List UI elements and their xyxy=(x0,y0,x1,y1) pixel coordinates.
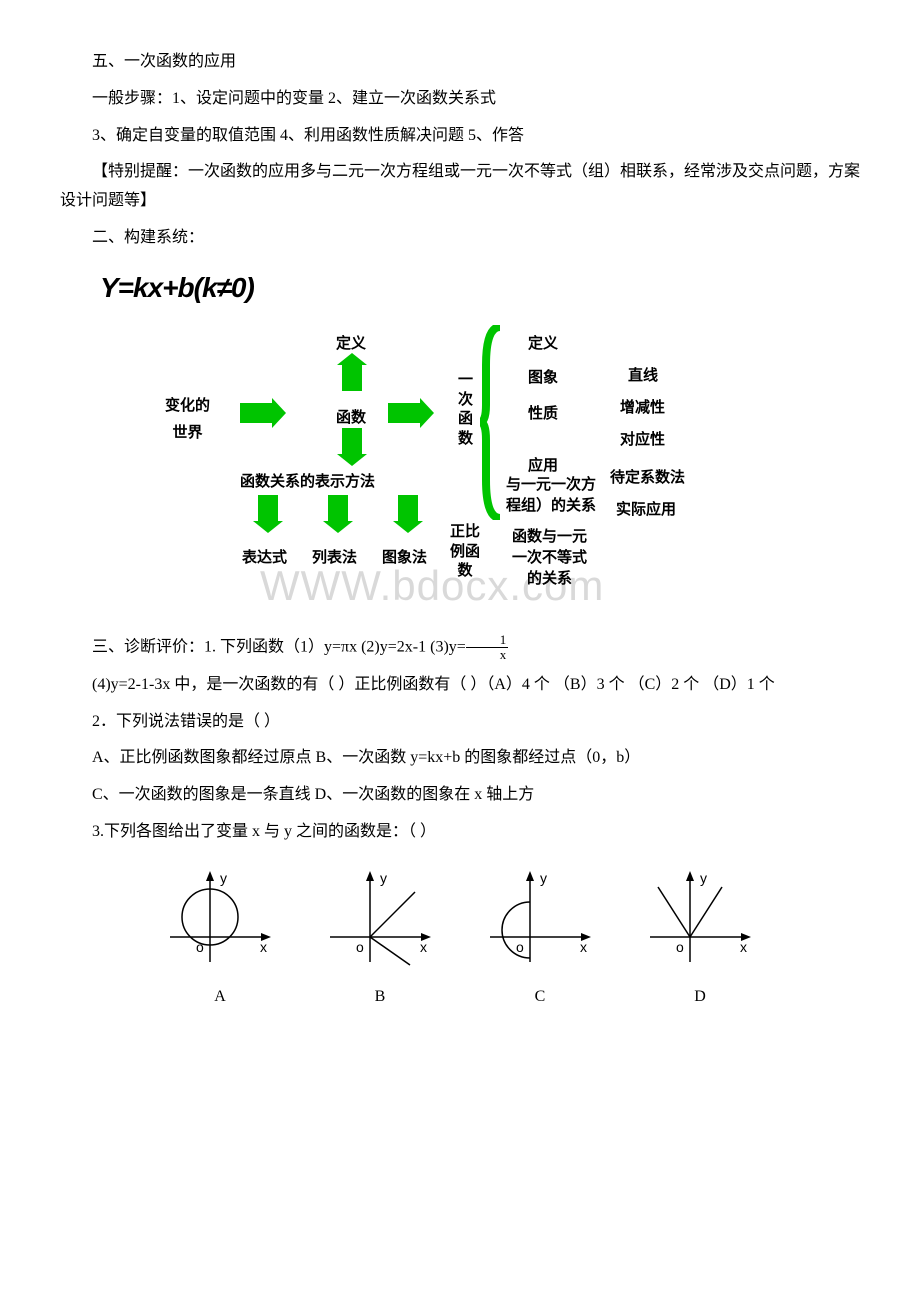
node-rb-mono: 增减性 xyxy=(620,395,665,422)
steps-line-2: 3、确定自变量的取值范围 4、利用函数性质解决问题 5、作答 xyxy=(60,122,860,151)
q1-line2: (4)y=2-1-3x 中，是一次函数的有（ ）正比例函数有（ ）（A）4 个 … xyxy=(60,671,860,700)
node-changing-world: 变化的 世界 xyxy=(165,393,210,447)
node-expr: 表达式 xyxy=(242,545,287,572)
x-label: x xyxy=(740,939,747,955)
x-label: x xyxy=(260,939,267,955)
lf-l4: 数 xyxy=(458,431,473,447)
node-r-eq-rel: 与一元一次方 程组）的关系 xyxy=(506,475,596,517)
q1-line1: 三、诊断评价：1. 下列函数（1）y=πx (2)y=2x-1 (3)y=1x xyxy=(60,633,860,663)
graph-d: y x o D xyxy=(640,867,760,1012)
lf-l3: 函 xyxy=(458,411,473,427)
frac-num: 1 xyxy=(466,633,509,648)
frac-den: x xyxy=(466,648,509,662)
q1-intro: 三、诊断评价：1. 下列函数（1）y=πx (2)y=2x-1 (3)y= xyxy=(92,639,466,656)
lf-l1: 一 xyxy=(458,372,473,388)
iq-l2: 一次不等式 xyxy=(512,550,587,566)
arrow-icon xyxy=(342,428,362,454)
iq-l1: 函数与一元 xyxy=(512,529,587,545)
special-note: 【特别提醒：一次函数的应用多与二元一次方程组或一元一次不等式（组）相联系，经常涉… xyxy=(60,158,860,216)
y-label: y xyxy=(220,870,227,886)
graph-d-svg: y x o xyxy=(640,867,760,977)
arrow-icon xyxy=(258,495,278,521)
node-list: 列表法 xyxy=(312,545,357,572)
formula-heading: Y=kx+b(k≠0) xyxy=(100,263,860,313)
node-graph-method: 图象法 xyxy=(382,545,427,572)
node-rb-corr: 对应性 xyxy=(620,427,665,454)
graph-label-b: B xyxy=(320,983,440,1012)
section-5-title: 五、一次函数的应用 xyxy=(60,48,860,77)
node-rb-real: 实际应用 xyxy=(616,497,676,524)
y-label: y xyxy=(700,870,707,886)
graph-c: y x o C xyxy=(480,867,600,1012)
graph-a: y x o A xyxy=(160,867,280,1012)
lf-l2: 次 xyxy=(458,392,473,408)
graph-c-svg: y x o xyxy=(480,867,600,977)
eq-l2: 程组）的关系 xyxy=(506,498,596,514)
pf-l3: 数 xyxy=(458,563,473,579)
q2-option-cd: C、一次函数的图象是一条直线 D、一次函数的图象在 x 轴上方 xyxy=(60,781,860,810)
y-label: y xyxy=(540,870,547,886)
brace-icon xyxy=(480,325,506,520)
o-label: o xyxy=(516,939,524,955)
section-2-title: 二、构建系统： xyxy=(60,224,860,253)
graph-label-c: C xyxy=(480,983,600,1012)
graph-label-d: D xyxy=(640,983,760,1012)
arrow-icon xyxy=(388,403,420,423)
y-label: y xyxy=(380,870,387,886)
changing-world-l2: 世界 xyxy=(173,425,203,441)
graph-label-a: A xyxy=(160,983,280,1012)
x-label: x xyxy=(580,939,587,955)
x-label: x xyxy=(420,939,427,955)
concept-diagram: WWW.bdocx.com 变化的 世界 定义 函数 函数关系的表示方法 表达式… xyxy=(150,323,770,613)
node-func-rep: 函数关系的表示方法 xyxy=(240,469,375,496)
pf-l1: 正比 xyxy=(450,524,480,540)
arrow-icon xyxy=(240,403,272,423)
graphs-row: y x o A y x o B y x o xyxy=(60,867,860,1012)
arrow-icon xyxy=(342,365,362,391)
node-rb-undet: 待定系数法 xyxy=(610,465,685,492)
fraction-1-over-x: 1x xyxy=(466,633,509,663)
q2-stem: 2．下列说法错误的是（ ） xyxy=(60,708,860,737)
node-r-ineq: 函数与一元 一次不等式 的关系 xyxy=(512,527,587,590)
pf-l2: 例函 xyxy=(450,544,480,560)
graph-a-svg: y x o xyxy=(160,867,280,977)
graph-b: y x o B xyxy=(320,867,440,1012)
node-r-property: 性质 xyxy=(528,401,558,428)
node-r-graph: 图象 xyxy=(528,365,558,392)
node-r-definition: 定义 xyxy=(528,331,558,358)
graph-b-svg: y x o xyxy=(320,867,440,977)
node-rb-line: 直线 xyxy=(628,363,658,390)
arrow-icon xyxy=(328,495,348,521)
arrow-icon xyxy=(398,495,418,521)
steps-line-1: 一般步骤：1、设定问题中的变量 2、建立一次函数关系式 xyxy=(60,85,860,114)
o-label: o xyxy=(356,939,364,955)
q2-option-ab: A、正比例函数图象都经过原点 B、一次函数 y=kx+b 的图象都经过点（0，b… xyxy=(60,744,860,773)
changing-world-l1: 变化的 xyxy=(165,398,210,414)
o-label: o xyxy=(196,939,204,955)
q3-stem: 3.下列各图给出了变量 x 与 y 之间的函数是：（ ） xyxy=(60,818,860,847)
o-label: o xyxy=(676,939,684,955)
node-linear-func: 一 次 函 数 xyxy=(458,371,473,449)
node-prop-func: 正比 例函 数 xyxy=(450,523,480,582)
iq-l3: 的关系 xyxy=(527,571,572,587)
eq-l1: 与一元一次方 xyxy=(506,477,596,493)
